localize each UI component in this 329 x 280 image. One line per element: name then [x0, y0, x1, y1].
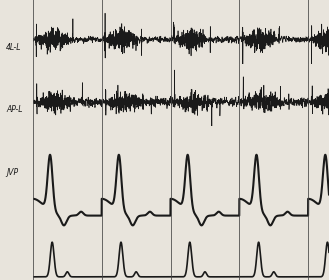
- Text: AP-L: AP-L: [6, 105, 23, 114]
- Text: 4L-L: 4L-L: [6, 43, 22, 52]
- Text: JVP: JVP: [6, 168, 18, 177]
